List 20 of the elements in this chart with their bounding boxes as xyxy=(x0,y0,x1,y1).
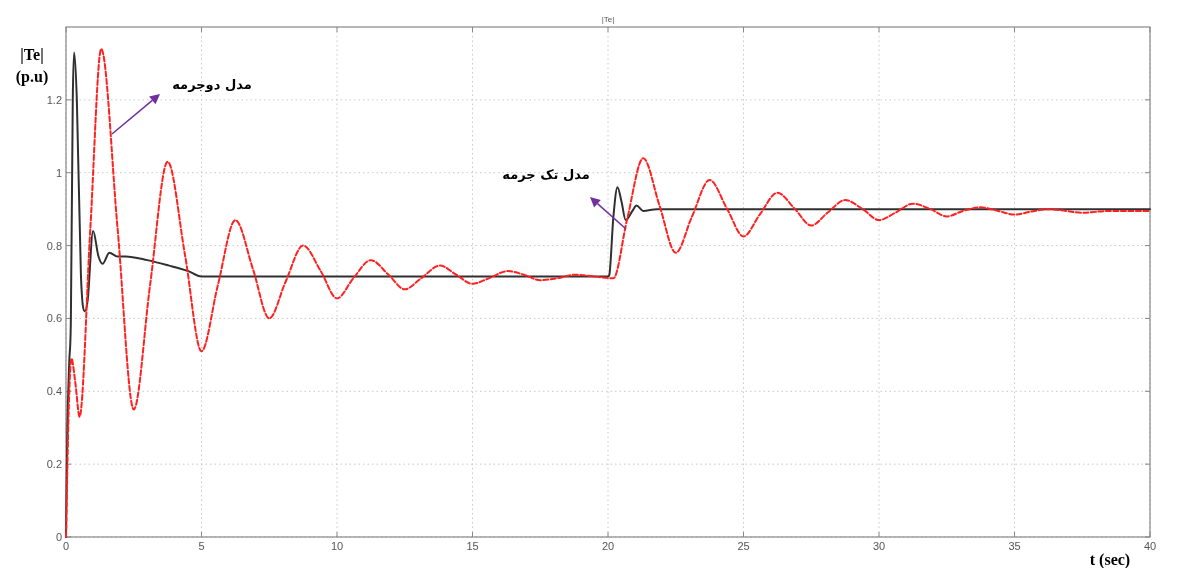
x-tick-label: 10 xyxy=(330,540,344,552)
annotation: مدل دوجرمه xyxy=(172,77,252,92)
x-tick-label: 25 xyxy=(737,540,750,552)
x-tick-label: 5 xyxy=(198,540,205,552)
y-tick-label: 1.2 xyxy=(46,93,62,106)
chart-title: |Te| xyxy=(601,15,615,24)
y-tick-label: 0 xyxy=(55,531,62,543)
y-tick-label: 1 xyxy=(55,166,62,179)
x-tick-label: 40 xyxy=(1143,540,1157,552)
y-tick-label: 0.2 xyxy=(46,458,62,471)
y-axis-title: |Te| (p.u) xyxy=(15,46,49,86)
x-axis-title: t (sec) xyxy=(1089,551,1131,568)
annotation: مدل تک جرمه xyxy=(502,167,590,182)
x-tick-label: 35 xyxy=(1008,540,1021,552)
y-tick-label: 0.6 xyxy=(46,312,62,325)
y-tick-label: 0.8 xyxy=(46,239,62,252)
x-tick-label: 30 xyxy=(872,540,886,552)
x-tick-label: 20 xyxy=(601,540,615,552)
y-tick-label: 0.4 xyxy=(46,385,62,398)
x-tick-label: 15 xyxy=(466,540,479,552)
